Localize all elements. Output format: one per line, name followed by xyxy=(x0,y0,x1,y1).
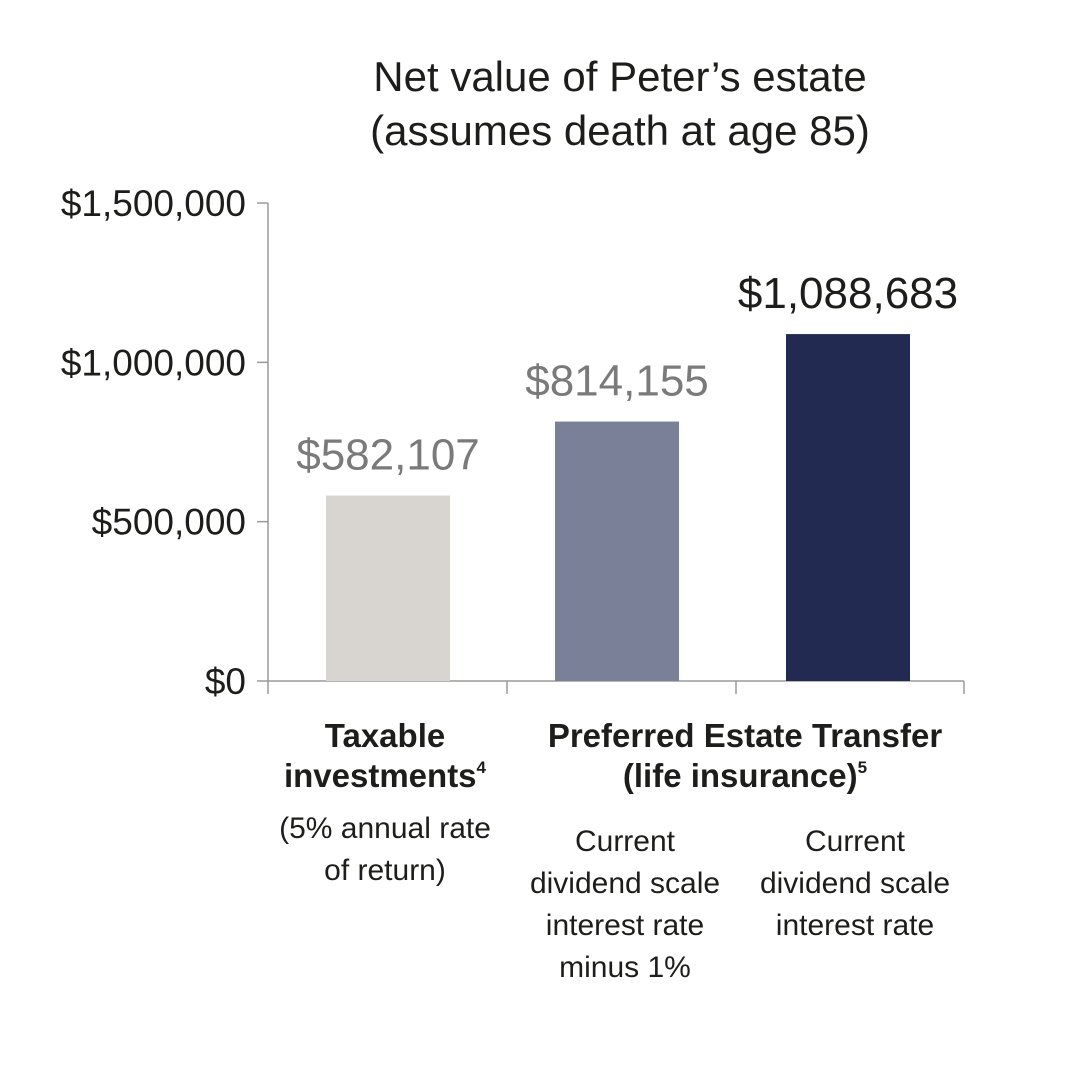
footnote-marker: 5 xyxy=(857,758,868,777)
category-label-preferred-estate-transfer: Preferred Estate Transfer (life insuranc… xyxy=(500,716,990,796)
chart-subtitle: (assumes death at age 85) xyxy=(370,107,870,154)
data-label: $814,155 xyxy=(525,357,709,406)
footnote-marker: 4 xyxy=(476,758,487,777)
bar-sub-label-minus-1: Current dividend scale interest rate min… xyxy=(510,821,740,989)
sub-line: Current xyxy=(574,825,676,858)
category-name-line2: investments4 xyxy=(283,757,487,794)
y-tick-label: $1,500,000 xyxy=(61,183,246,224)
chart-title: Net value of Peter’s estate xyxy=(373,53,867,100)
sub-line: interest rate xyxy=(775,909,935,942)
data-label: $1,088,683 xyxy=(738,269,958,318)
y-tick-label: $1,000,000 xyxy=(61,342,246,383)
bar xyxy=(786,334,910,681)
sub-line: minus 1% xyxy=(559,951,691,984)
category-name-line2: (life insurance)5 xyxy=(622,757,868,794)
y-tick-label: $0 xyxy=(205,661,246,702)
category-name-line1: Taxable xyxy=(324,717,446,754)
category-sub-line1: (5% annual rate xyxy=(279,812,491,845)
category-sub-line2: of return) xyxy=(324,854,446,887)
sub-line: Current xyxy=(804,825,906,858)
sub-line: dividend scale xyxy=(529,867,721,900)
bar xyxy=(326,495,450,681)
sub-line: interest rate xyxy=(545,909,705,942)
y-tick-label: $500,000 xyxy=(92,502,246,543)
sub-line: dividend scale xyxy=(759,867,951,900)
category-label-taxable: Taxable investments4 (5% annual rate of … xyxy=(270,716,500,892)
category-name-line1: Preferred Estate Transfer xyxy=(547,717,943,754)
data-label: $582,107 xyxy=(296,431,480,480)
bar xyxy=(555,421,679,681)
bar-sub-label-current: Current dividend scale interest rate xyxy=(740,821,970,947)
